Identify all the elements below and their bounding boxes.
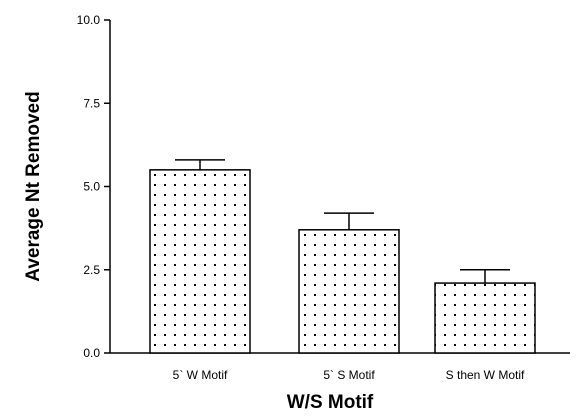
x-category-label: S then W Motif — [446, 368, 525, 382]
error-bars — [175, 159, 510, 284]
y-tick-label: 5.0 — [83, 180, 100, 194]
x-category-label: 5` S Motif — [323, 368, 375, 382]
y-ticks: 0.0 2.5 5.0 7.5 10.0 — [77, 13, 110, 360]
y-tick-label: 7.5 — [83, 96, 100, 110]
y-tick-label: 2.5 — [83, 263, 100, 277]
bars — [149, 169, 536, 354]
x-category-label: 5` W Motif — [173, 368, 228, 382]
x-axis-title: W/S Motif — [287, 392, 374, 413]
y-axis-title: Average Nt Removed — [23, 91, 44, 281]
category-labels: 5` W Motif 5` S Motif S then W Motif — [173, 368, 525, 382]
bar — [434, 282, 536, 354]
bar — [149, 169, 251, 354]
y-tick-label: 0.0 — [83, 346, 100, 360]
bar — [298, 229, 400, 354]
y-tick-label: 10.0 — [77, 13, 101, 27]
